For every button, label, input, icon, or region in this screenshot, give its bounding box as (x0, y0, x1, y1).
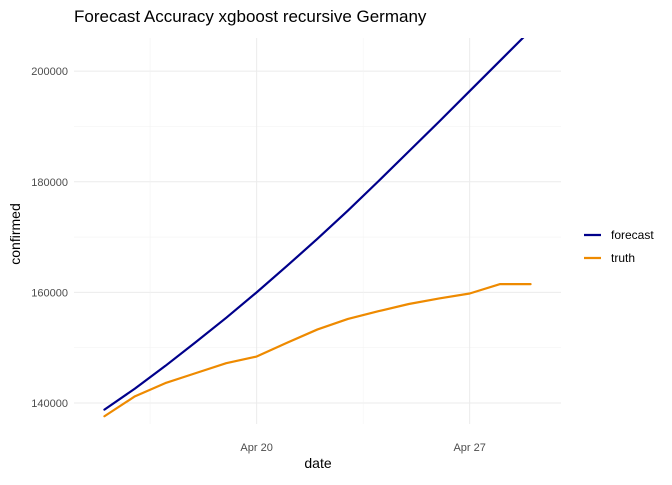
x-axis-title: date (304, 455, 331, 471)
x-axis-ticks: Apr 20 Apr 27 (240, 442, 485, 454)
y-axis-ticks: 140000 160000 180000 200000 (31, 66, 68, 410)
grid-lines (74, 38, 561, 424)
x-tick-label: Apr 20 (240, 442, 272, 454)
x-tick-label: Apr 27 (453, 442, 485, 454)
series-line-truth (103, 282, 532, 418)
legend: forecast truth (584, 228, 654, 265)
series-lines (103, 38, 532, 418)
y-tick-label: 140000 (31, 398, 68, 410)
y-axis-title: confirmed (7, 203, 23, 264)
legend-label: forecast (611, 228, 654, 242)
legend-item-truth: truth (584, 251, 635, 265)
y-tick-label: 160000 (31, 287, 68, 299)
series-line-forecast (103, 38, 525, 411)
legend-label: truth (611, 251, 635, 265)
y-tick-label: 180000 (31, 177, 68, 189)
chart-title: Forecast Accuracy xgboost recursive Germ… (74, 7, 427, 26)
y-tick-label: 200000 (31, 66, 68, 78)
legend-item-forecast: forecast (584, 228, 654, 242)
